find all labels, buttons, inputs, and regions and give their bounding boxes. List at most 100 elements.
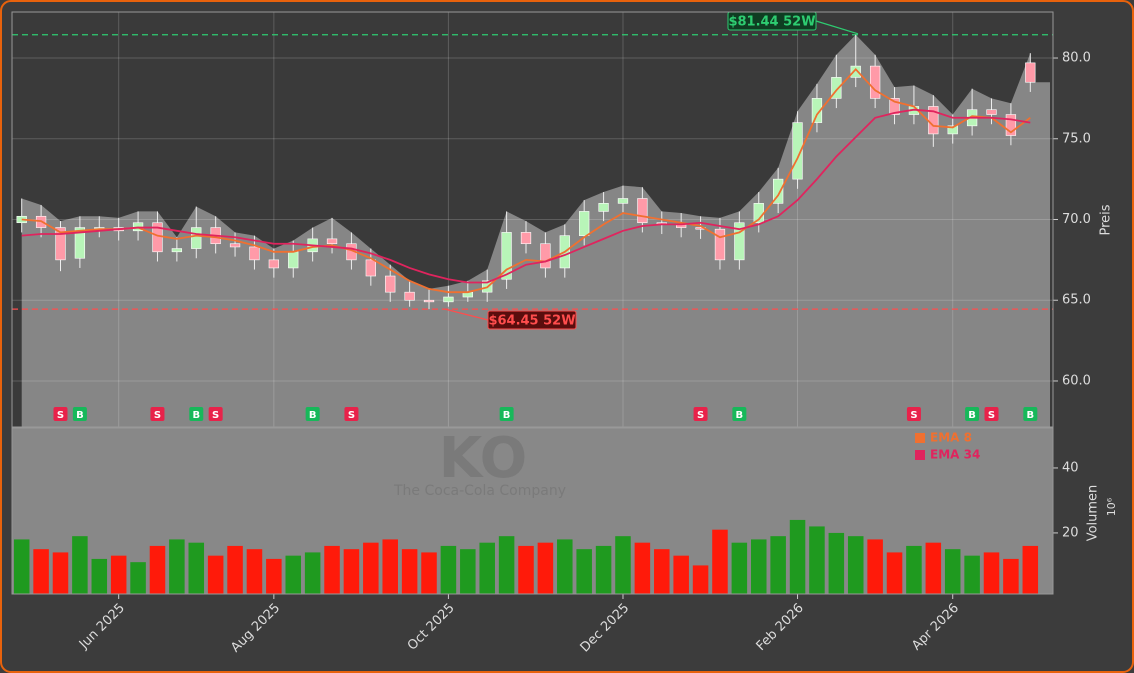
candle-body bbox=[520, 232, 532, 245]
reference-arrow bbox=[815, 20, 859, 35]
signal-label: B bbox=[736, 410, 744, 421]
signal-marker bbox=[53, 407, 68, 421]
candle-body bbox=[501, 232, 512, 280]
signal-marker bbox=[208, 407, 223, 421]
candle-body bbox=[792, 122, 803, 180]
volume-bar bbox=[615, 536, 631, 594]
volume-bar bbox=[207, 555, 224, 594]
candle-body bbox=[869, 65, 881, 99]
volume-bar bbox=[479, 542, 495, 594]
volume-bar bbox=[518, 545, 534, 594]
signal-marker bbox=[732, 407, 747, 421]
volume-bar bbox=[498, 536, 515, 594]
signal-label: S bbox=[154, 410, 161, 421]
y-tick-label: 60.0 bbox=[1062, 373, 1091, 388]
candle-body bbox=[540, 243, 551, 269]
signal-label: B bbox=[968, 410, 976, 421]
volume-bar bbox=[576, 549, 592, 594]
signal-marker bbox=[906, 407, 921, 421]
signal-label: B bbox=[1026, 410, 1034, 421]
volume-bar bbox=[537, 542, 554, 594]
candle-body bbox=[365, 259, 376, 277]
price-border bbox=[11, 11, 1054, 428]
volume-unit: 10⁶ bbox=[1105, 497, 1118, 516]
signal-marker bbox=[693, 407, 708, 421]
candle-body bbox=[191, 227, 202, 249]
candle-body bbox=[423, 299, 435, 303]
candle-body bbox=[288, 251, 299, 269]
candle-body bbox=[947, 125, 958, 135]
signal-label: S bbox=[697, 410, 704, 421]
y-axis-label: Preis bbox=[1099, 204, 1114, 235]
volume-bar bbox=[654, 549, 670, 594]
signal-label: B bbox=[76, 410, 84, 421]
volume-bar bbox=[692, 565, 709, 594]
volume-bar bbox=[149, 545, 166, 594]
volume-bar bbox=[925, 542, 942, 594]
volume-bar bbox=[1022, 545, 1039, 594]
volume-bar bbox=[906, 545, 922, 594]
volume-bar bbox=[13, 539, 30, 594]
volume-bar bbox=[712, 529, 728, 594]
volume-bar bbox=[304, 552, 321, 594]
signal-label: S bbox=[57, 410, 64, 421]
volume-bar bbox=[363, 542, 379, 594]
candle-body bbox=[986, 109, 997, 115]
volume-bar bbox=[750, 539, 767, 594]
candle-body bbox=[579, 211, 590, 236]
volume-bar bbox=[188, 542, 205, 594]
legend-label: EMA 8 bbox=[930, 431, 972, 445]
candle-body bbox=[229, 243, 241, 248]
signal-label: S bbox=[348, 410, 355, 421]
ema-line bbox=[21, 108, 1031, 284]
company-watermark: The Coca-Cola Company bbox=[393, 483, 566, 499]
reference-arrow bbox=[444, 308, 489, 321]
candle-body bbox=[831, 77, 842, 99]
volume-bar bbox=[285, 555, 302, 594]
signal-marker bbox=[72, 407, 87, 421]
volume-bar bbox=[1003, 558, 1019, 594]
candle-body bbox=[637, 198, 648, 224]
plot-layer: forexsignale.trade60.065.070.075.080.020… bbox=[12, 11, 1091, 656]
volume-bar bbox=[52, 552, 69, 594]
volume-bar bbox=[770, 536, 786, 594]
y-tick-label: 80.0 bbox=[1062, 51, 1091, 66]
candle-body bbox=[617, 198, 629, 204]
candle-body bbox=[249, 246, 260, 261]
candle-body bbox=[74, 227, 86, 259]
candle-body bbox=[55, 227, 66, 261]
reference-label: $81.44 52W bbox=[728, 15, 815, 30]
volume-bar bbox=[130, 562, 146, 594]
signal-marker bbox=[189, 407, 204, 421]
volume-bar bbox=[421, 552, 437, 594]
volume-tick-label: 20 bbox=[1062, 525, 1079, 540]
volume-bar bbox=[886, 552, 903, 594]
candle-body bbox=[268, 259, 279, 269]
candle-body bbox=[443, 296, 454, 303]
signal-label: S bbox=[910, 410, 917, 421]
volume-bar bbox=[944, 549, 961, 594]
volume-bar bbox=[595, 545, 612, 594]
candle-body bbox=[811, 98, 823, 123]
volume-bar bbox=[731, 542, 748, 594]
ema-line bbox=[21, 67, 1031, 294]
volume-bar bbox=[460, 549, 476, 594]
volume-bar bbox=[789, 519, 806, 594]
volume-tick-label: 40 bbox=[1062, 460, 1079, 475]
candle-body bbox=[734, 222, 745, 261]
ticker-watermark: KO bbox=[439, 426, 527, 491]
signal-label: B bbox=[192, 410, 200, 421]
volume-bar bbox=[983, 552, 1000, 594]
volume-bar bbox=[382, 539, 398, 594]
signal-marker bbox=[150, 407, 165, 421]
reference-label-box bbox=[487, 310, 577, 330]
legend-label: EMA 34 bbox=[930, 448, 980, 462]
volume-bar bbox=[673, 555, 689, 594]
volume-bar bbox=[964, 555, 980, 594]
candle-body bbox=[714, 228, 726, 261]
signal-marker bbox=[984, 407, 999, 421]
candle-body bbox=[171, 248, 183, 253]
volume-bar bbox=[809, 526, 825, 594]
candle-body bbox=[850, 65, 861, 78]
